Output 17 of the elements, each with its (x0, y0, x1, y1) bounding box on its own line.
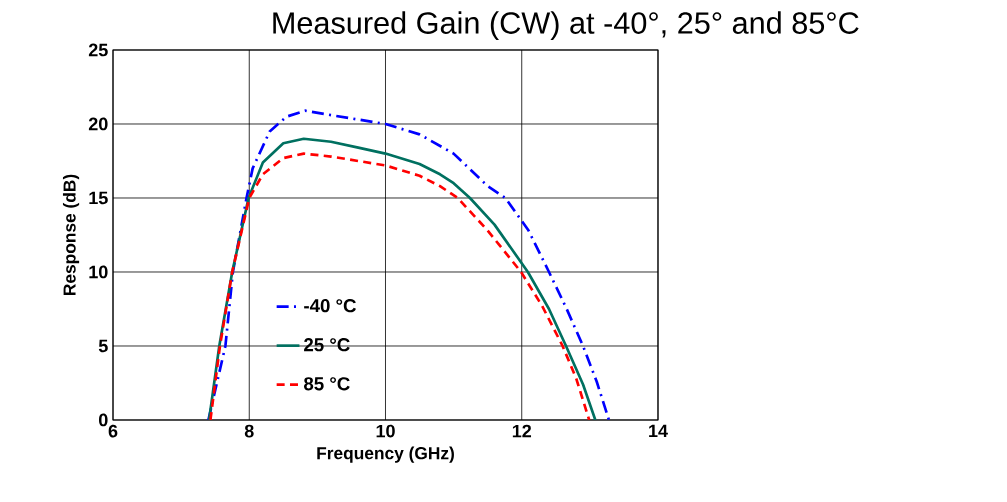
legend-label: -40 °C (304, 299, 356, 313)
x-axis-title: Frequency (GHz) (317, 446, 454, 463)
x-tick-label: 6 (108, 424, 118, 438)
x-tick-label: 14 (649, 424, 668, 438)
y-tick-label: 25 (88, 43, 108, 57)
y-tick-label: 0 (99, 413, 108, 427)
x-tick-label: 10 (376, 424, 395, 438)
y-tick-label: 10 (89, 265, 108, 279)
legend-label: 85 °C (304, 377, 350, 391)
legend-label: 25 °C (304, 338, 350, 352)
x-tick-label: 12 (512, 424, 532, 438)
y-axis-title: Response (dB) (62, 174, 80, 295)
y-tick-label: 5 (98, 339, 108, 353)
y-tick-label: 15 (89, 191, 108, 205)
x-tick-label: 8 (244, 424, 254, 438)
y-tick-label: 20 (88, 117, 108, 131)
chart-title: Measured Gain (CW) at -40°, 25° and 85°C (273, 11, 859, 40)
